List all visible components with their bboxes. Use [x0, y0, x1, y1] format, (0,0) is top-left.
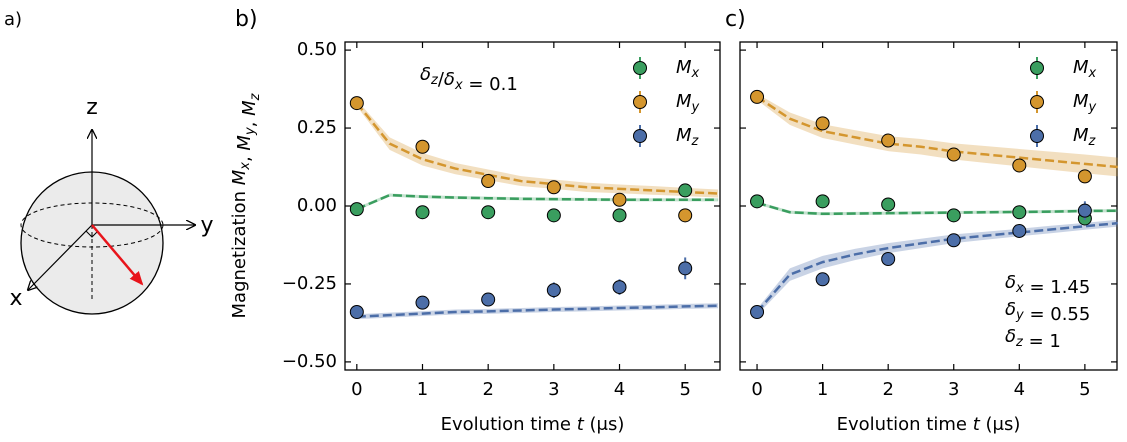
annotation: δx = 1.45: [1005, 272, 1090, 298]
data-point: [881, 133, 896, 148]
model-line: [756, 95, 1118, 169]
data-point: [612, 208, 627, 223]
x-axis-label: Evolution time t (μs): [441, 414, 625, 435]
x-tick-label: 5: [679, 379, 690, 400]
model-line: [756, 201, 1118, 216]
data-point: [946, 208, 961, 223]
legend-marker: [633, 129, 647, 143]
legend-label: Mx: [1073, 57, 1097, 81]
annotation: δz = 1: [1005, 326, 1061, 352]
data-point: [481, 174, 496, 189]
y-axis-label: Magnetization Mx, My, Mz: [229, 92, 263, 318]
x-tick-label: 5: [1079, 379, 1090, 400]
x-axis-label: Evolution time t (μs): [837, 414, 1021, 435]
data-point: [881, 252, 896, 267]
x-tick-label: 4: [614, 379, 625, 400]
model-band: [757, 219, 1118, 316]
model-line: [756, 221, 1118, 313]
state-vector: [91, 224, 144, 286]
panel-label: a): [4, 9, 22, 30]
y-tick-label: 0.25: [297, 117, 337, 138]
data-point: [881, 197, 896, 212]
panel-label: c): [725, 7, 746, 32]
data-point: [415, 205, 430, 220]
panel: c) 0 1 2 3 4 5 Evolution time t (μs) Mx My Mz δx = …: [725, 7, 1118, 435]
plot-frame: [344, 41, 721, 371]
model-line: [356, 193, 719, 211]
data-point: [546, 208, 561, 223]
legend-marker: [633, 61, 647, 75]
data-point: [546, 283, 561, 298]
axis-label: x: [9, 286, 22, 311]
legend-label: My: [1073, 91, 1097, 115]
legend-label: Mz: [1073, 125, 1097, 149]
model-band: [356, 303, 719, 320]
data-point: [481, 292, 496, 307]
data-point: [415, 139, 430, 154]
y-tick-label: −0.25: [282, 273, 337, 294]
data-point: [1012, 158, 1027, 173]
data-point: [946, 233, 961, 248]
model-band: [356, 99, 719, 198]
data-point: [815, 116, 830, 131]
legend-marker: [1030, 129, 1044, 143]
panel-label: b): [235, 7, 258, 32]
data-point: [678, 208, 693, 223]
x-tick-label: 3: [948, 379, 959, 400]
y-tick-label: −0.50: [282, 351, 337, 372]
annotation: δz/δx = 0.1: [420, 64, 518, 95]
data-point: [612, 280, 627, 295]
data-point: [946, 147, 961, 162]
right-angle: [85, 230, 99, 238]
x-tick-label: 1: [417, 379, 428, 400]
axis-label: z: [86, 95, 98, 120]
model-line: [356, 304, 719, 318]
data-point: [678, 261, 693, 276]
axis-label: y: [200, 213, 213, 238]
data-point: [750, 194, 765, 209]
x-tick-label: 4: [1014, 379, 1025, 400]
legend-marker: [1030, 61, 1044, 75]
panel: b) −0.50 −0.25 0.00 0.25 0.50 0 1 2 3 4 5 Evolution …: [229, 7, 721, 435]
data-point: [349, 202, 364, 217]
data-point: [1012, 205, 1027, 220]
data-point: [750, 89, 765, 104]
y-tick-label: 0.50: [297, 39, 337, 60]
x-tick-label: 0: [751, 379, 762, 400]
data-point: [678, 183, 693, 198]
data-point: [815, 194, 830, 209]
x-tick-label: 2: [482, 379, 493, 400]
data-point: [612, 192, 627, 207]
data-point: [1077, 169, 1092, 184]
data-point: [481, 205, 496, 220]
data-point: [1012, 223, 1027, 238]
data-point: [815, 272, 830, 287]
x-tick-label: 2: [882, 379, 893, 400]
legend-label: Mx: [676, 57, 700, 81]
data-point: [750, 305, 765, 320]
data-point: [349, 96, 364, 111]
y-tick-label: 0.00: [297, 195, 337, 216]
data-point: [415, 295, 430, 310]
model-band: [757, 93, 1118, 177]
x-tick-label: 3: [548, 379, 559, 400]
x-tick-label: 1: [817, 379, 828, 400]
model-line: [355, 102, 719, 195]
bloch-sphere: a) z y x: [4, 9, 214, 315]
legend-marker: [1030, 95, 1044, 109]
annotation: δy = 0.55: [1005, 299, 1090, 325]
data-point: [546, 180, 561, 195]
legend-label: Mz: [676, 125, 700, 149]
x-tick-label: 0: [351, 379, 362, 400]
legend-marker: [633, 95, 647, 109]
data-point: [1077, 203, 1092, 218]
legend-label: My: [676, 91, 700, 115]
data-point: [349, 305, 364, 320]
model-band: [757, 201, 1118, 216]
x-axis: [28, 224, 93, 290]
